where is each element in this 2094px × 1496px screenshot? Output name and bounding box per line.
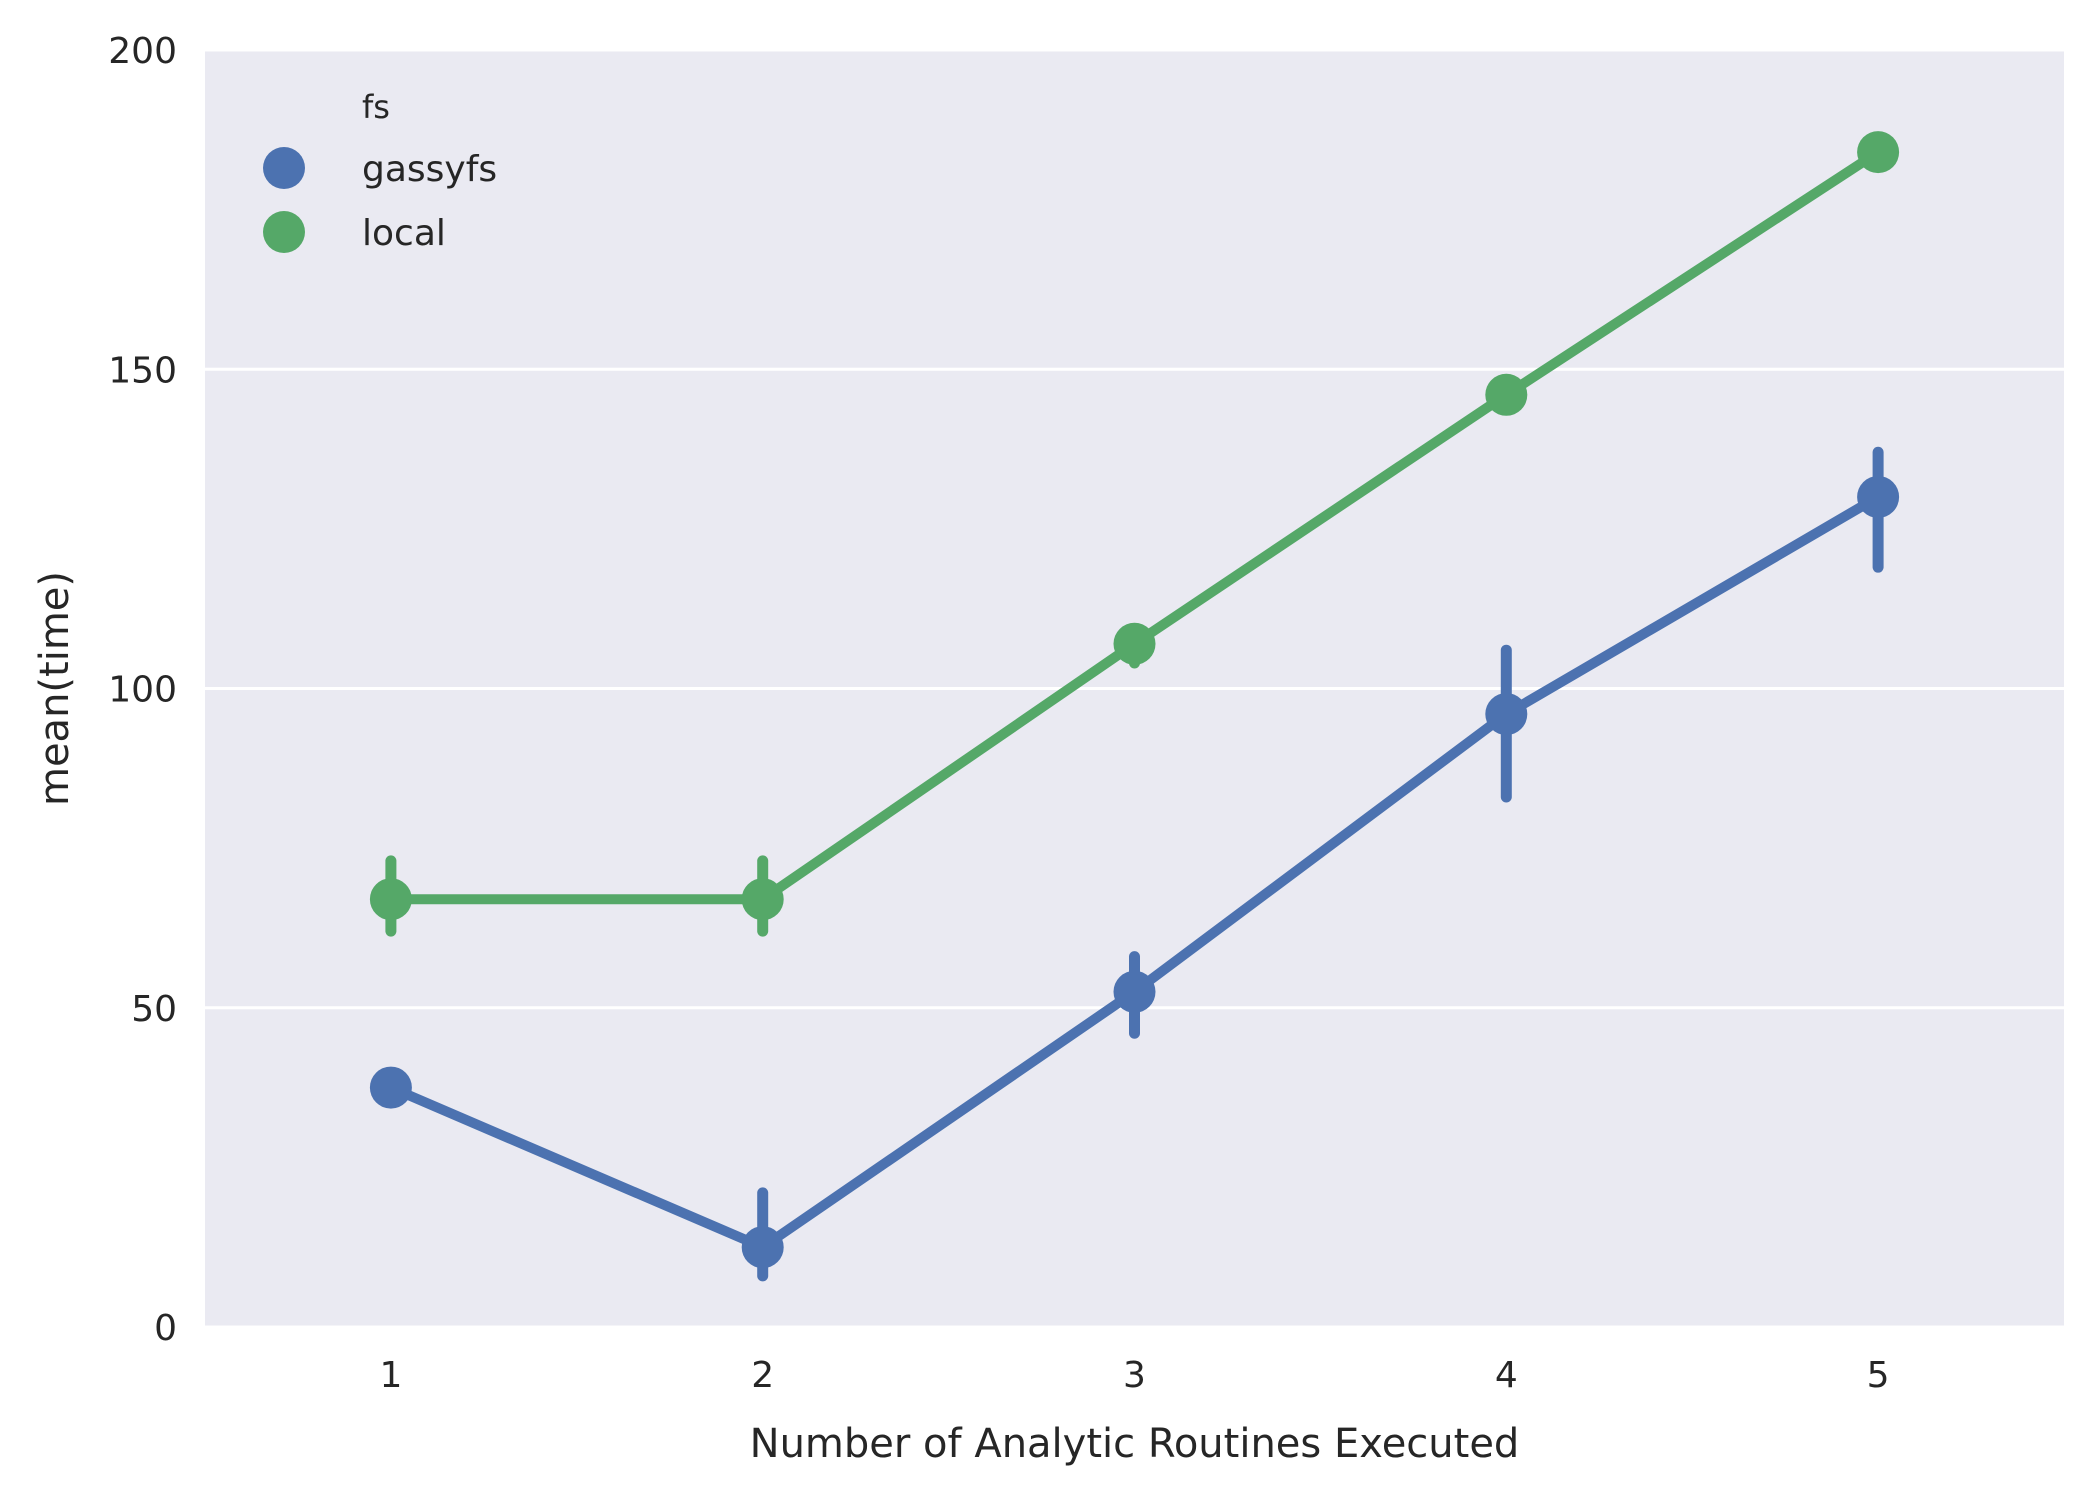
y-tick-label: 100 bbox=[108, 670, 177, 711]
data-point bbox=[1485, 373, 1528, 416]
series-layer bbox=[369, 131, 1900, 1282]
series-gassyfs bbox=[369, 446, 1900, 1282]
legend-label: gassyfs bbox=[362, 149, 497, 190]
data-point bbox=[1857, 475, 1900, 518]
y-tick-labels: 0 50 100 150 200 bbox=[108, 31, 177, 1349]
data-point bbox=[1857, 131, 1900, 174]
legend-label: local bbox=[362, 213, 446, 254]
x-tick-label: 5 bbox=[1867, 1355, 1890, 1396]
legend-marker bbox=[263, 211, 305, 253]
series-local bbox=[369, 131, 1900, 937]
data-point bbox=[1113, 970, 1156, 1013]
legend-title: fs bbox=[362, 88, 390, 126]
y-tick-label: 150 bbox=[108, 350, 177, 391]
data-point bbox=[741, 1226, 784, 1269]
x-axis-label: Number of Analytic Routines Executed bbox=[750, 1421, 1520, 1467]
x-tick-label: 2 bbox=[751, 1355, 774, 1396]
legend-marker bbox=[263, 147, 305, 189]
x-tick-label: 4 bbox=[1495, 1355, 1518, 1396]
legend: fs gassyfs local bbox=[263, 88, 497, 254]
data-point bbox=[369, 878, 412, 921]
x-tick-label: 3 bbox=[1123, 1355, 1146, 1396]
data-point bbox=[369, 1066, 412, 1109]
data-point bbox=[1485, 693, 1528, 736]
y-tick-label: 50 bbox=[131, 989, 177, 1030]
data-point bbox=[1113, 622, 1156, 665]
x-tick-labels: 1 2 3 4 5 bbox=[379, 1355, 1889, 1396]
data-point bbox=[741, 878, 784, 921]
x-tick-label: 1 bbox=[379, 1355, 402, 1396]
y-axis-label: mean(time) bbox=[32, 571, 78, 806]
y-tick-label: 0 bbox=[154, 1308, 177, 1349]
y-tick-label: 200 bbox=[108, 31, 177, 72]
